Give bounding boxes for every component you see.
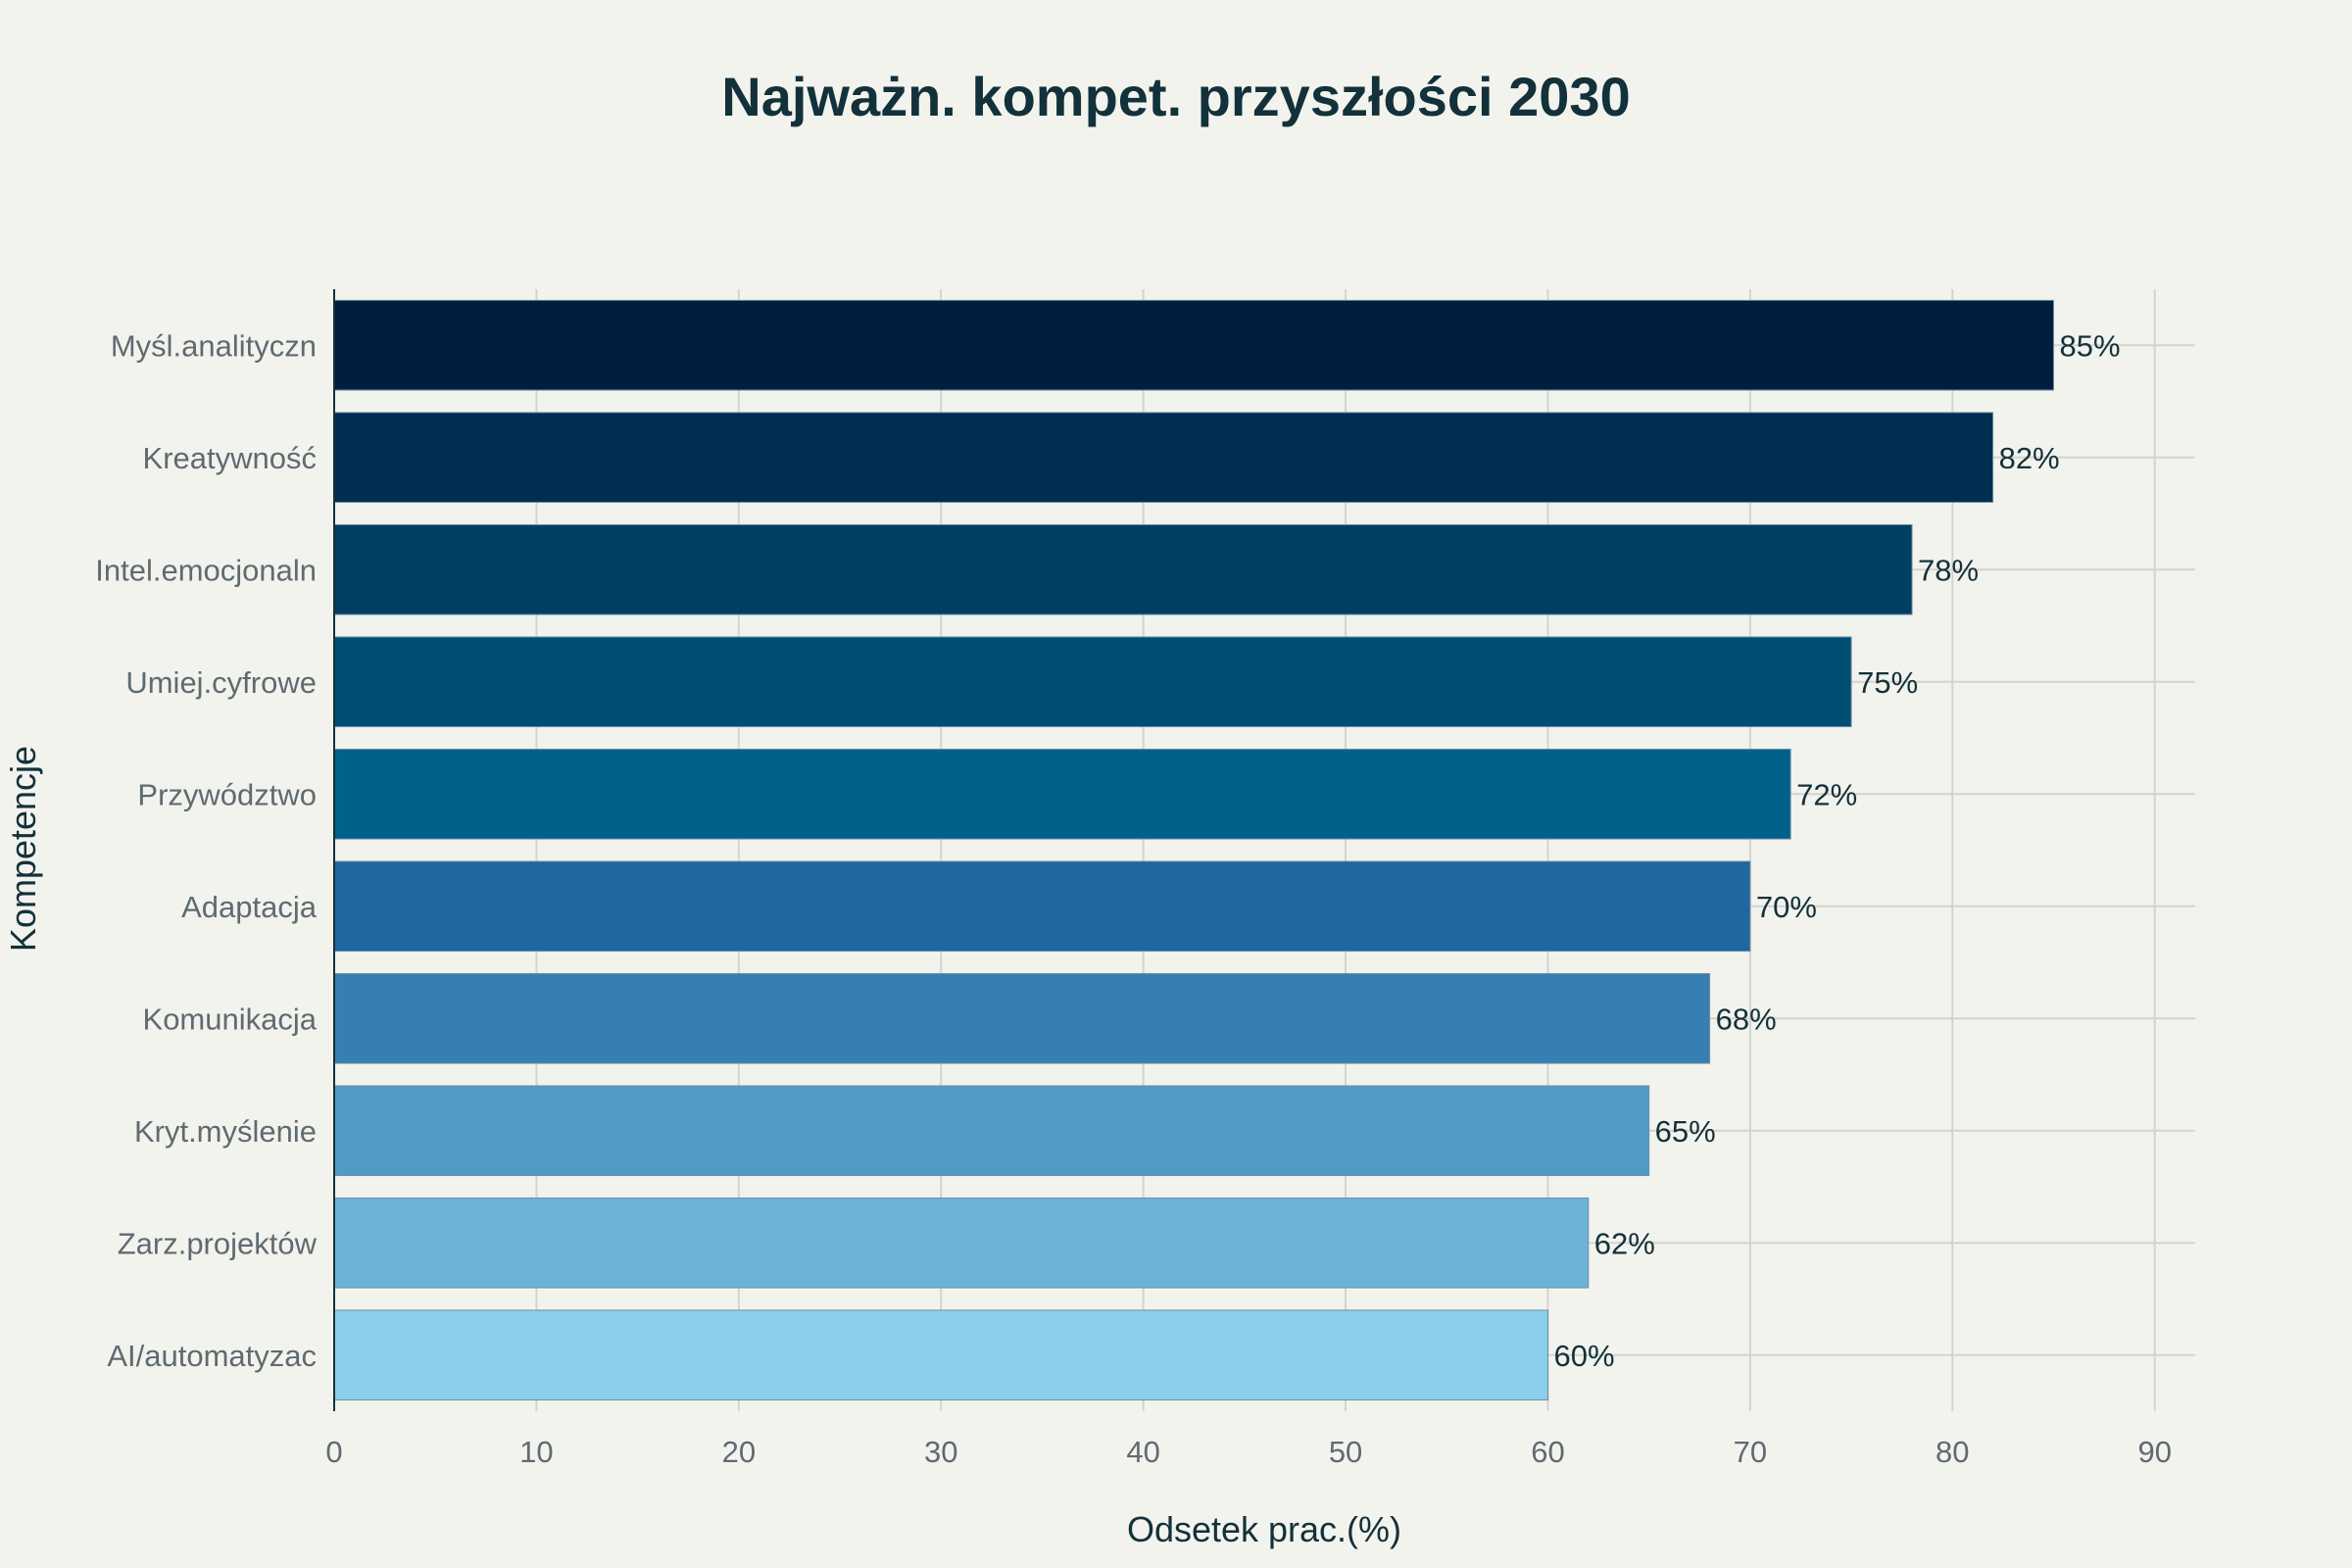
x-tick-label: 30	[924, 1435, 957, 1469]
bars	[333, 299, 2055, 1401]
category-label: Myśl.analityczn	[111, 328, 317, 363]
x-tick-label: 80	[1936, 1435, 1969, 1469]
x-tick-labels: 0 10 20 30 40 50 60 70 80 90	[325, 1435, 2172, 1469]
chart-title: Najważn. kompet. przyszłości 2030	[721, 66, 1630, 127]
x-tick-label: 40	[1126, 1435, 1159, 1469]
bar-value-label: 70%	[1756, 890, 1817, 924]
bar-value-label: 62%	[1594, 1226, 1655, 1260]
category-label: Umiej.cyfrowe	[125, 665, 317, 700]
bar-3[interactable]	[333, 523, 1913, 615]
bar-value-label: 82%	[1999, 441, 2060, 475]
x-axis-title: Odsetek prac.(%)	[1127, 1509, 1401, 1549]
bar-value-label: 72%	[1796, 777, 1857, 811]
bar-value-label: 75%	[1857, 665, 1918, 700]
x-tick-label: 50	[1329, 1435, 1362, 1469]
bar-8[interactable]	[333, 1085, 1650, 1177]
category-label: Zarz.projektów	[118, 1226, 318, 1260]
data-labels: 85% 82% 78% 75% 72% 70% 68% 65% 62% 60%	[1553, 328, 2120, 1373]
category-label: Adaptacja	[181, 890, 318, 924]
bar-2[interactable]	[333, 412, 1994, 504]
x-tick-label: 20	[722, 1435, 756, 1469]
y-axis-title: Kompetencje	[3, 746, 43, 952]
bar-7[interactable]	[333, 972, 1711, 1064]
bar-value-label: 65%	[1655, 1114, 1716, 1149]
x-tick-label: 10	[519, 1435, 553, 1469]
x-tick-label: 70	[1734, 1435, 1767, 1469]
x-tick-label: 90	[2137, 1435, 2171, 1469]
bar-1[interactable]	[333, 299, 2055, 391]
bar-value-label: 60%	[1553, 1339, 1614, 1373]
bar-6[interactable]	[333, 860, 1751, 953]
category-label: Intel.emocjonaln	[95, 553, 317, 587]
category-label: Komunikacja	[143, 1002, 318, 1036]
bar-value-label: 68%	[1716, 1002, 1777, 1036]
x-tick-label: 0	[325, 1435, 342, 1469]
bar-10[interactable]	[333, 1309, 1548, 1401]
bar-value-label: 85%	[2060, 328, 2121, 363]
bar-value-label: 78%	[1918, 553, 1979, 587]
x-tick-label: 60	[1531, 1435, 1564, 1469]
category-label: Kryt.myślenie	[134, 1114, 317, 1149]
bar-9[interactable]	[333, 1197, 1590, 1289]
category-label: Kreatywność	[143, 441, 317, 475]
bar-4[interactable]	[333, 636, 1852, 728]
bar-5[interactable]	[333, 748, 1791, 840]
category-labels: Myśl.analityczn Kreatywność Intel.emocjona…	[95, 328, 318, 1373]
category-label: AI/automatyzac	[107, 1339, 317, 1373]
category-label: Przywództwo	[137, 777, 317, 811]
